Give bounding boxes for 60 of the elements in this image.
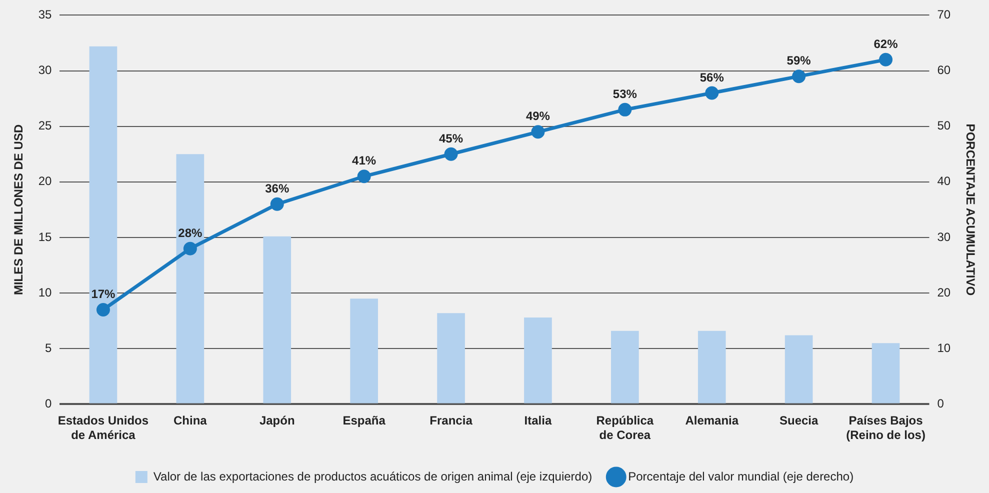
x-tick-label: Suecia	[779, 414, 818, 428]
data-label: 53%	[612, 86, 638, 101]
y2-axis-title: PORCENTAJE ACUMULATIVO	[963, 124, 978, 296]
legend-label: Porcentaje del valor mundial (eje derecho)	[628, 469, 854, 484]
data-label: 45%	[439, 131, 464, 146]
data-label: 36%	[265, 181, 290, 196]
x-tick-label: Países Bajos (Reino de los)	[846, 414, 926, 442]
point	[531, 125, 545, 139]
data-label: 41%	[352, 154, 376, 168]
point	[792, 70, 806, 84]
bar	[176, 154, 204, 404]
legend-label: Valor de las exportaciones de productos acuáticos de origen animal (eje izquierdo)	[153, 469, 592, 484]
bar	[611, 330, 639, 404]
y2-tick-label: 30	[937, 230, 951, 244]
bar	[350, 298, 378, 404]
y-tick-label: 15	[38, 230, 52, 244]
data-label: 62%	[874, 36, 898, 51]
y-tick-label: 10	[38, 285, 52, 300]
y2-tick-label: 50	[937, 118, 951, 133]
y-tick-label: 25	[38, 118, 52, 133]
point	[270, 197, 284, 211]
point	[183, 242, 197, 256]
data-label: 17%	[91, 287, 116, 302]
bar	[872, 343, 900, 404]
y-axis-title: MILES DE MILLONES DE USD	[12, 124, 26, 296]
point	[618, 102, 632, 116]
bar	[89, 46, 118, 404]
point	[96, 302, 110, 316]
y-tick-label: 5	[45, 340, 52, 355]
bar	[437, 313, 465, 404]
data-label: 59%	[786, 54, 812, 68]
x-tick-label: España	[342, 414, 386, 428]
x-tick-label: República de Corea	[596, 414, 654, 442]
x-tick-label: Japón	[259, 414, 295, 428]
point	[879, 52, 893, 66]
y-tick-label: 0	[45, 396, 52, 411]
data-label: 28%	[178, 226, 203, 240]
y-tick-label: 35	[38, 8, 52, 22]
point	[357, 170, 371, 184]
data-label: 56%	[700, 70, 724, 84]
y-tick-label: 20	[38, 174, 52, 188]
x-tick-label: Italia	[524, 414, 552, 428]
bar	[784, 335, 813, 404]
y-tick-label: 30	[38, 63, 52, 78]
y2-tick-label: 60	[937, 63, 951, 78]
y2-tick-label: 70	[937, 8, 951, 22]
bar	[524, 318, 552, 404]
y2-tick-label: 10	[937, 340, 951, 355]
y2-tick-label: 20	[937, 285, 951, 300]
data-label: 49%	[526, 109, 550, 124]
y2-tick-label: 0	[937, 396, 944, 411]
point	[444, 147, 458, 161]
bar	[698, 330, 726, 404]
x-tick-label: Alemania	[685, 414, 739, 428]
x-tick-label: Francia	[430, 414, 473, 428]
y2-tick-label: 40	[937, 174, 951, 188]
bar	[263, 236, 292, 404]
x-tick-label: Estados Unidos de América	[58, 414, 149, 442]
x-tick-label: China	[174, 414, 208, 428]
point	[705, 86, 719, 100]
